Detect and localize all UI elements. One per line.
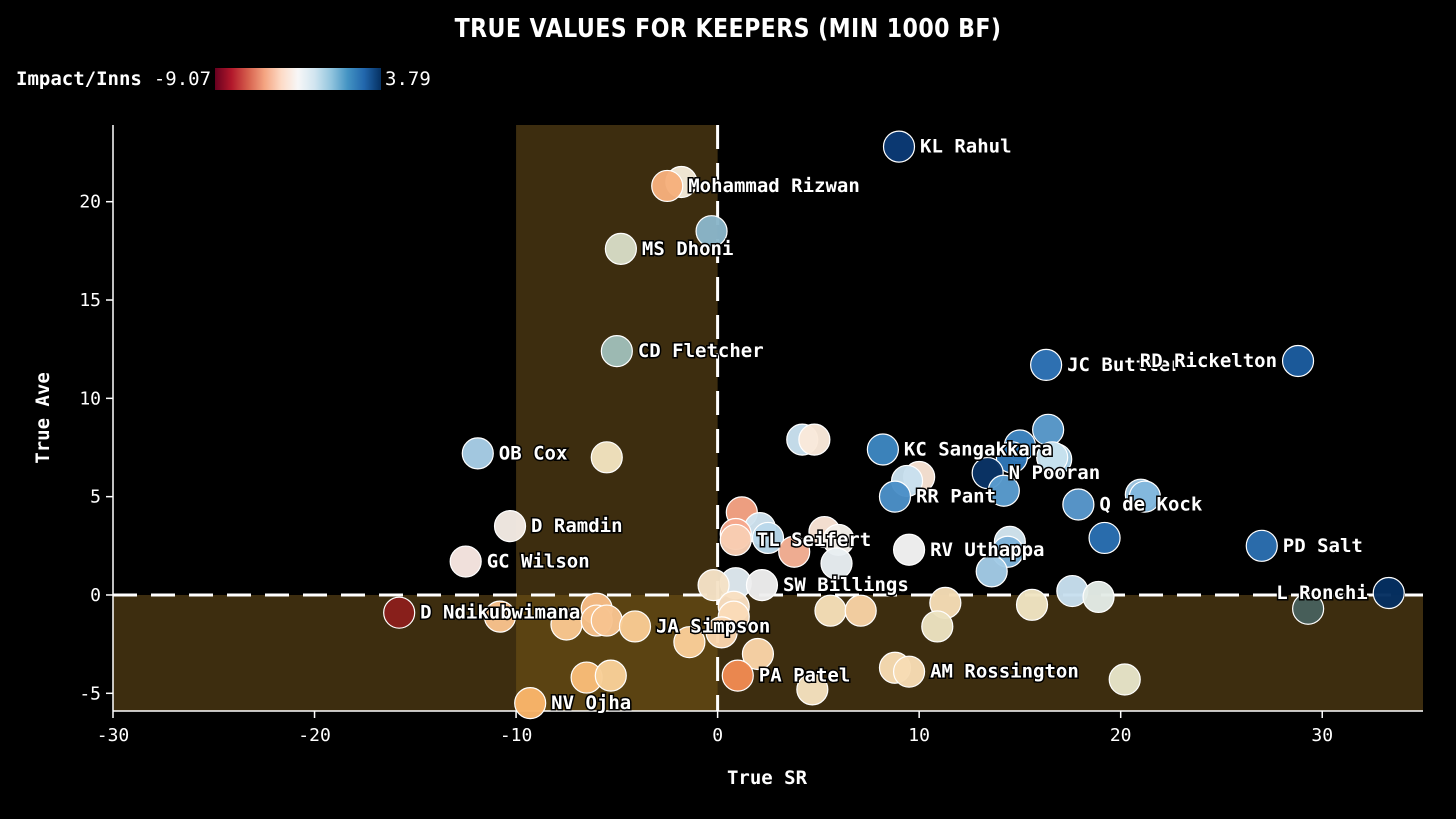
data-point: [1082, 580, 1115, 614]
point-label: NV Ojha: [551, 692, 631, 714]
y-tick-label: 20: [79, 192, 101, 213]
data-point: [1108, 663, 1141, 696]
data-point: [618, 610, 652, 643]
point-label: MS Dhoni: [642, 238, 734, 260]
data-point: [383, 596, 416, 629]
x-tick-label: 10: [908, 725, 930, 746]
point-label: D Ndikubwimana: [420, 602, 580, 624]
point-label: OB Cox: [499, 442, 568, 464]
data-point: [1245, 529, 1278, 562]
y-tick-label: 15: [79, 290, 101, 311]
data-point: [604, 232, 637, 265]
data-point: [514, 687, 547, 720]
data-point: [844, 594, 877, 627]
data-point: [1030, 348, 1063, 382]
y-tick-label: -5: [79, 683, 101, 704]
point-label: Q de Kock: [1099, 494, 1203, 516]
data-point: [461, 437, 494, 470]
point-label: CD Fletcher: [638, 340, 764, 362]
data-point: [987, 474, 1020, 507]
data-point: [705, 616, 738, 649]
chart-title: TRUE VALUES FOR KEEPERS (MIN 1000 BF): [454, 14, 1002, 44]
data-point: [721, 659, 754, 692]
data-points: [383, 130, 1405, 720]
data-point: [995, 441, 1028, 474]
data-point: [921, 610, 954, 643]
data-point: [1281, 344, 1315, 378]
legend-color-ramp: [215, 68, 382, 90]
point-label: Mohammad Rizwan: [688, 175, 860, 197]
x-tick-label: 0: [712, 725, 723, 746]
point-label: JA Simpson: [656, 615, 770, 637]
data-point: [651, 169, 684, 203]
data-point: [798, 423, 831, 456]
data-point: [1062, 488, 1095, 521]
data-point: [745, 569, 779, 602]
data-point: [1036, 441, 1069, 474]
data-point: [590, 604, 623, 637]
data-point: [1372, 576, 1405, 610]
data-point: [594, 659, 627, 692]
point-label: KL Rahul: [920, 136, 1012, 158]
data-point: [493, 510, 527, 543]
x-tick-label: 20: [1110, 725, 1132, 746]
legend-max-label: 3.79: [385, 68, 431, 90]
data-point: [892, 655, 926, 688]
data-point: [1056, 574, 1089, 608]
point-label: TL Seifert: [757, 529, 871, 551]
data-point: [673, 626, 706, 659]
data-point: [695, 215, 728, 248]
data-point: [1292, 592, 1325, 625]
data-point: [1128, 480, 1161, 513]
point-label: RD Rickelton: [1140, 350, 1277, 372]
x-tick-label: -10: [500, 725, 533, 746]
data-point: [1088, 521, 1121, 555]
data-point: [600, 335, 633, 368]
legend-min-label: -9.07: [153, 68, 212, 90]
data-point: [820, 547, 853, 580]
x-tick-label: 30: [1311, 725, 1333, 746]
data-point: [778, 535, 811, 568]
point-label: JC Buttler: [1067, 354, 1181, 376]
x-tick-label: -20: [298, 725, 331, 746]
data-point: [590, 441, 623, 474]
point-label: RV Uthappa: [930, 539, 1044, 561]
axes: -30 -20 -10 0 10 20 30 -5 0 5 10 15 20: [79, 125, 1423, 746]
data-point: [449, 545, 482, 578]
y-tick-label: 10: [79, 388, 101, 409]
data-point: [796, 673, 829, 706]
data-point: [719, 523, 752, 557]
data-point: [866, 433, 899, 466]
data-point: [975, 555, 1008, 588]
point-label: GC Wilson: [487, 551, 590, 573]
point-label: PD Salt: [1283, 535, 1363, 557]
point-label: L Ronchi: [1276, 582, 1368, 604]
data-point: [751, 521, 785, 555]
point-label: PA Patel: [759, 665, 851, 687]
data-point: [697, 569, 730, 602]
point-label: SW Billings: [783, 574, 909, 596]
data-point: [1015, 588, 1049, 621]
data-point: [892, 533, 926, 566]
y-axis-title: True Ave: [32, 372, 54, 464]
data-point: [882, 130, 916, 163]
color-legend: Impact/Inns -9.07 3.79: [16, 66, 431, 92]
point-label: N Pooran: [1009, 462, 1101, 484]
data-point: [741, 637, 775, 671]
x-tick-label: -30: [97, 725, 130, 746]
data-point: [878, 480, 912, 513]
data-point: [483, 600, 517, 633]
y-tick-label: 0: [90, 585, 101, 606]
point-label: RR Pant: [916, 486, 996, 508]
point-labels: KL Rahul Mohammad Rizwan MS Dhoni CD Fletch…: [419, 134, 1370, 716]
shaded-regions: [113, 125, 1423, 711]
point-label: D Ramdin: [531, 515, 623, 537]
y-tick-label: 5: [90, 487, 101, 508]
data-point: [814, 594, 847, 627]
legend-title: Impact/Inns: [16, 68, 142, 90]
x-axis-title: True SR: [727, 767, 808, 789]
point-label: AM Rossington: [930, 661, 1079, 683]
point-label: KC Sangakkara: [904, 438, 1053, 460]
